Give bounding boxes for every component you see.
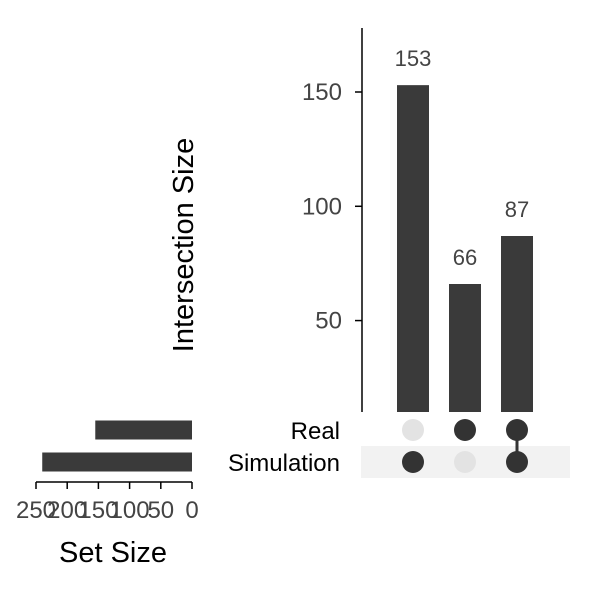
x-tick-label: 200 xyxy=(47,497,87,524)
intersection-bar-label: 66 xyxy=(453,245,477,270)
intersection-bar xyxy=(501,236,533,412)
y-tick-label: 150 xyxy=(302,79,342,106)
y-tick-label: 100 xyxy=(302,193,342,220)
matrix-dot-filled xyxy=(506,419,528,441)
y-tick-label: 50 xyxy=(315,308,342,335)
set-names: Real Simulation xyxy=(228,418,340,477)
matrix-dot-filled xyxy=(506,451,528,473)
matrix-dot-empty xyxy=(402,419,424,441)
intersection-bar xyxy=(449,284,481,412)
matrix-dot-filled xyxy=(454,419,476,441)
intersection-bars xyxy=(397,85,533,413)
set-name-label: Real xyxy=(291,418,340,445)
matrix-dot-empty xyxy=(454,451,476,473)
intersection-bar-label: 153 xyxy=(395,46,432,71)
x-tick-label: 50 xyxy=(147,497,174,524)
matrix-dots xyxy=(402,419,528,473)
set-size-bar xyxy=(95,420,192,440)
intersection-size-label: Intersection Size xyxy=(168,138,200,352)
x-tick-label: 100 xyxy=(110,497,150,524)
x-tick-label: 0 xyxy=(185,497,198,524)
set-name-label: Simulation xyxy=(228,450,340,477)
matrix-dot-filled xyxy=(402,451,424,473)
x-tick-label: 250 xyxy=(16,497,56,524)
intersection-bar xyxy=(397,85,429,413)
intersection-bar-label: 87 xyxy=(505,197,529,222)
set-size-bars xyxy=(42,420,192,472)
set-size-bar xyxy=(42,452,192,472)
intersection-bar-labels: 153 66 87 xyxy=(395,46,530,270)
x-tick-label: 150 xyxy=(78,497,118,524)
intersection-y-axis: 50 100 150 xyxy=(302,28,363,412)
set-size-label: Set Size xyxy=(59,537,167,569)
